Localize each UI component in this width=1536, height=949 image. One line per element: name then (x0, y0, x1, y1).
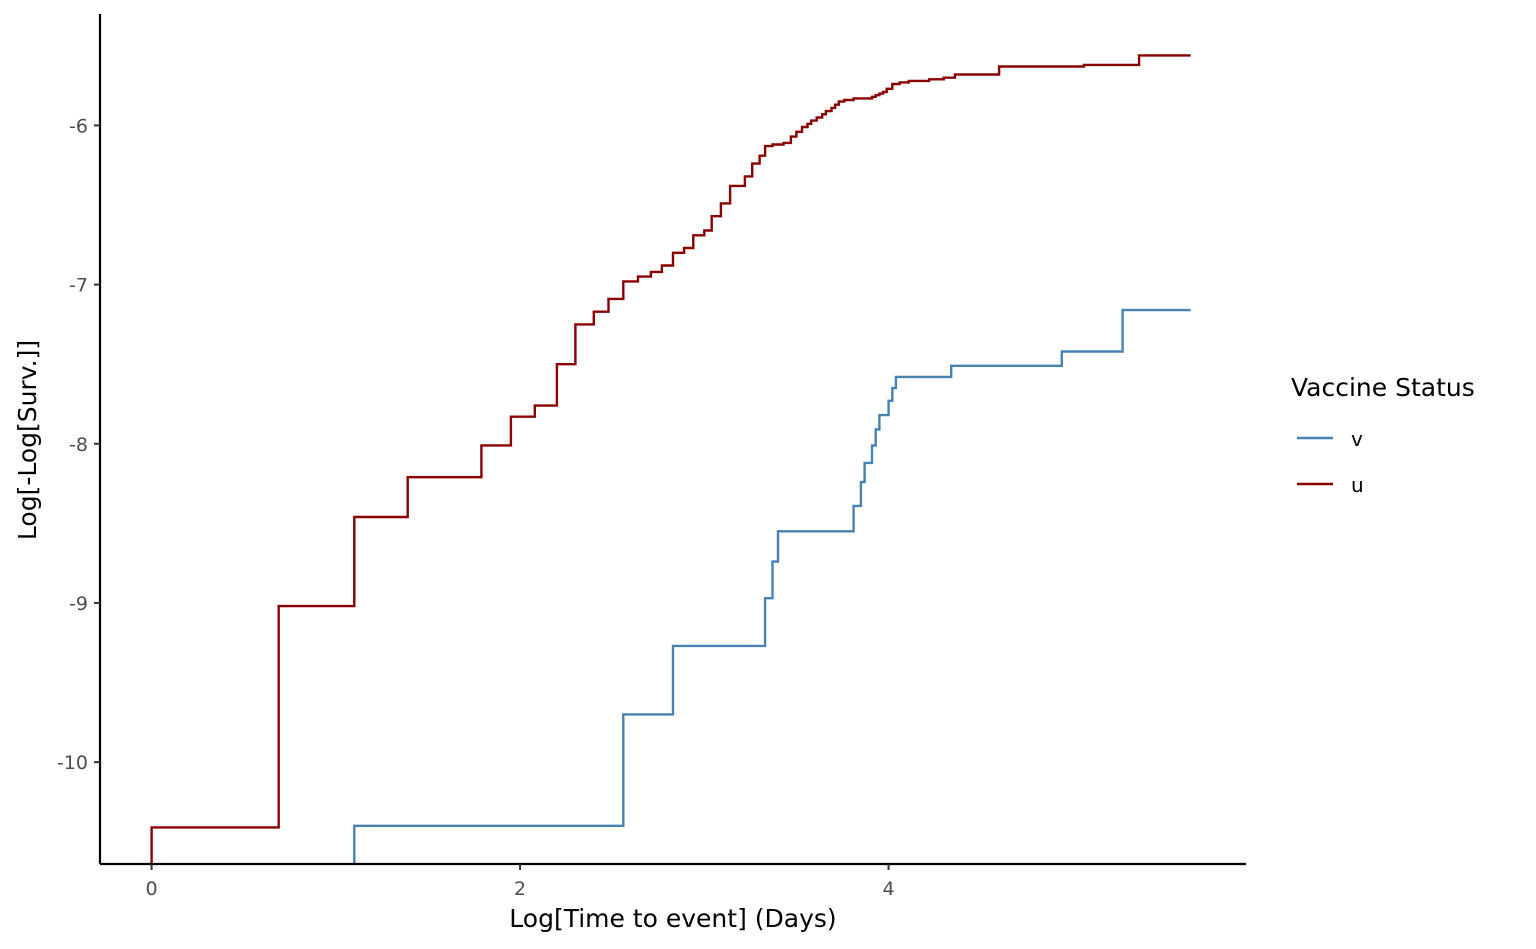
x-tick-label: 0 (146, 878, 158, 900)
y-axis-ticks: -10 -9 -8 -7 -6 (57, 115, 100, 774)
y-tick-label: -6 (69, 115, 88, 137)
y-axis-title: Log[-Log[Surv.]] (13, 340, 42, 540)
x-tick-label: 4 (883, 878, 895, 900)
legend-label-u: u (1351, 473, 1364, 497)
y-tick-label: -10 (57, 752, 88, 774)
y-tick-label: -8 (69, 434, 88, 456)
legend-title: Vaccine Status (1291, 373, 1475, 402)
series-line-v (353, 308, 1191, 864)
y-tick-label: -7 (69, 275, 88, 297)
legend-entries: vu (1297, 427, 1364, 497)
legend-label-v: v (1351, 427, 1363, 451)
x-axis-title: Log[Time to event] (Days) (509, 904, 836, 933)
plot-series (150, 54, 1191, 864)
legend: Vaccine Status vu (1291, 373, 1475, 497)
x-axis-ticks: 0 2 4 (146, 864, 895, 900)
series-line-u (150, 54, 1191, 864)
y-tick-label: -9 (69, 593, 88, 615)
x-tick-label: 2 (514, 878, 526, 900)
